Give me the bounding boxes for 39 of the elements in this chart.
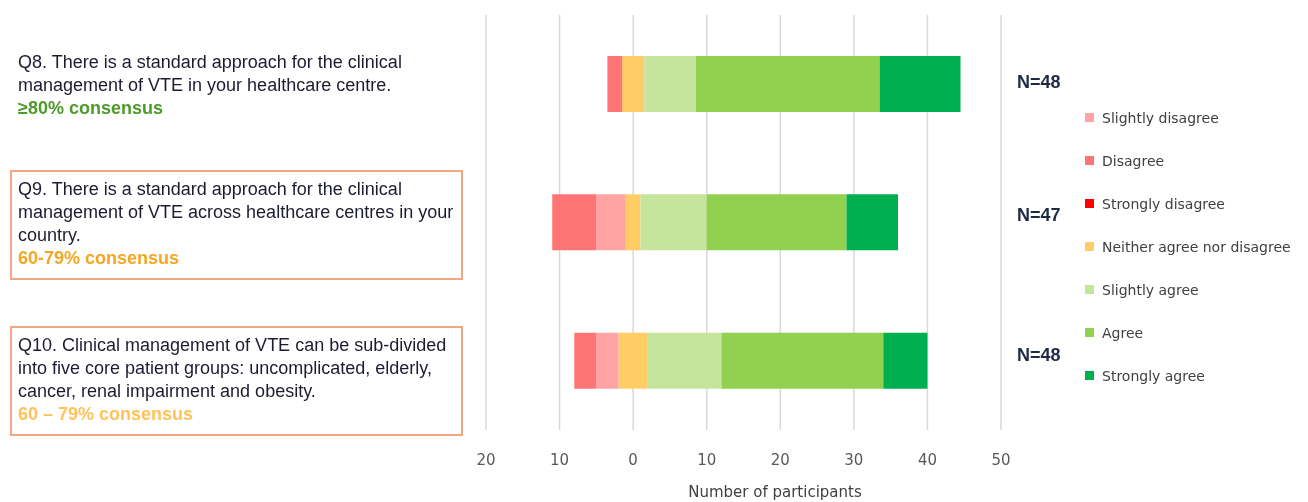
bar [640, 194, 707, 251]
bar [883, 332, 928, 389]
legend-label: Slightly agree [1102, 281, 1199, 298]
bar [721, 332, 884, 389]
x-tick-label: 10 [550, 450, 570, 469]
bar [552, 194, 597, 251]
x-tick-label: 0 [628, 450, 638, 469]
bar [574, 332, 597, 389]
y-tick-label: Q9. There is a standard approach for the clinical management of VTE across healthcare centres in your country. [18, 178, 455, 247]
x-tick-label: 50 [991, 450, 1011, 469]
bar [607, 56, 623, 112]
legend-label: Slightly disagree [1102, 109, 1219, 126]
bar [695, 56, 880, 112]
bar [706, 194, 847, 251]
text: 60-79% consensus [18, 247, 181, 270]
bar [644, 56, 696, 112]
legend-label: Strongly agree [1102, 367, 1205, 384]
text: N=48 [1017, 72, 1061, 93]
bar [596, 194, 626, 251]
y-tick-label: Q10. Clinical management of VTE can be sub-divided into five core patient groups: uncomplicated, elderly, cancer, renal impairment and obesity. [18, 334, 448, 403]
x-tick-label: 20 [476, 450, 496, 469]
legend-label: Strongly disagree [1102, 195, 1225, 212]
legend-label: Agree [1102, 324, 1144, 341]
y-tick-label: Q8. There is a standard approach for the clinical management of VTE in your healthcare centre. [18, 51, 403, 97]
x-tick-label: 30 [844, 450, 864, 469]
bar [596, 332, 619, 389]
bar [846, 194, 898, 251]
text: 60 – 79% consensus [18, 403, 195, 426]
legend-label: Neither agree nor disagree [1102, 238, 1291, 255]
text: N=47 [1017, 205, 1061, 226]
x-tick-label: 10 [697, 450, 717, 469]
x-tick-label: 20 [770, 450, 790, 469]
text: ≥80% consensus [18, 97, 164, 120]
bar [647, 332, 722, 389]
x-axis-title: Number of participants [687, 483, 863, 501]
legend-label: Disagree [1102, 152, 1165, 169]
bar [879, 56, 961, 112]
x-tick-label: 40 [917, 450, 937, 469]
text: N=48 [1017, 345, 1061, 366]
